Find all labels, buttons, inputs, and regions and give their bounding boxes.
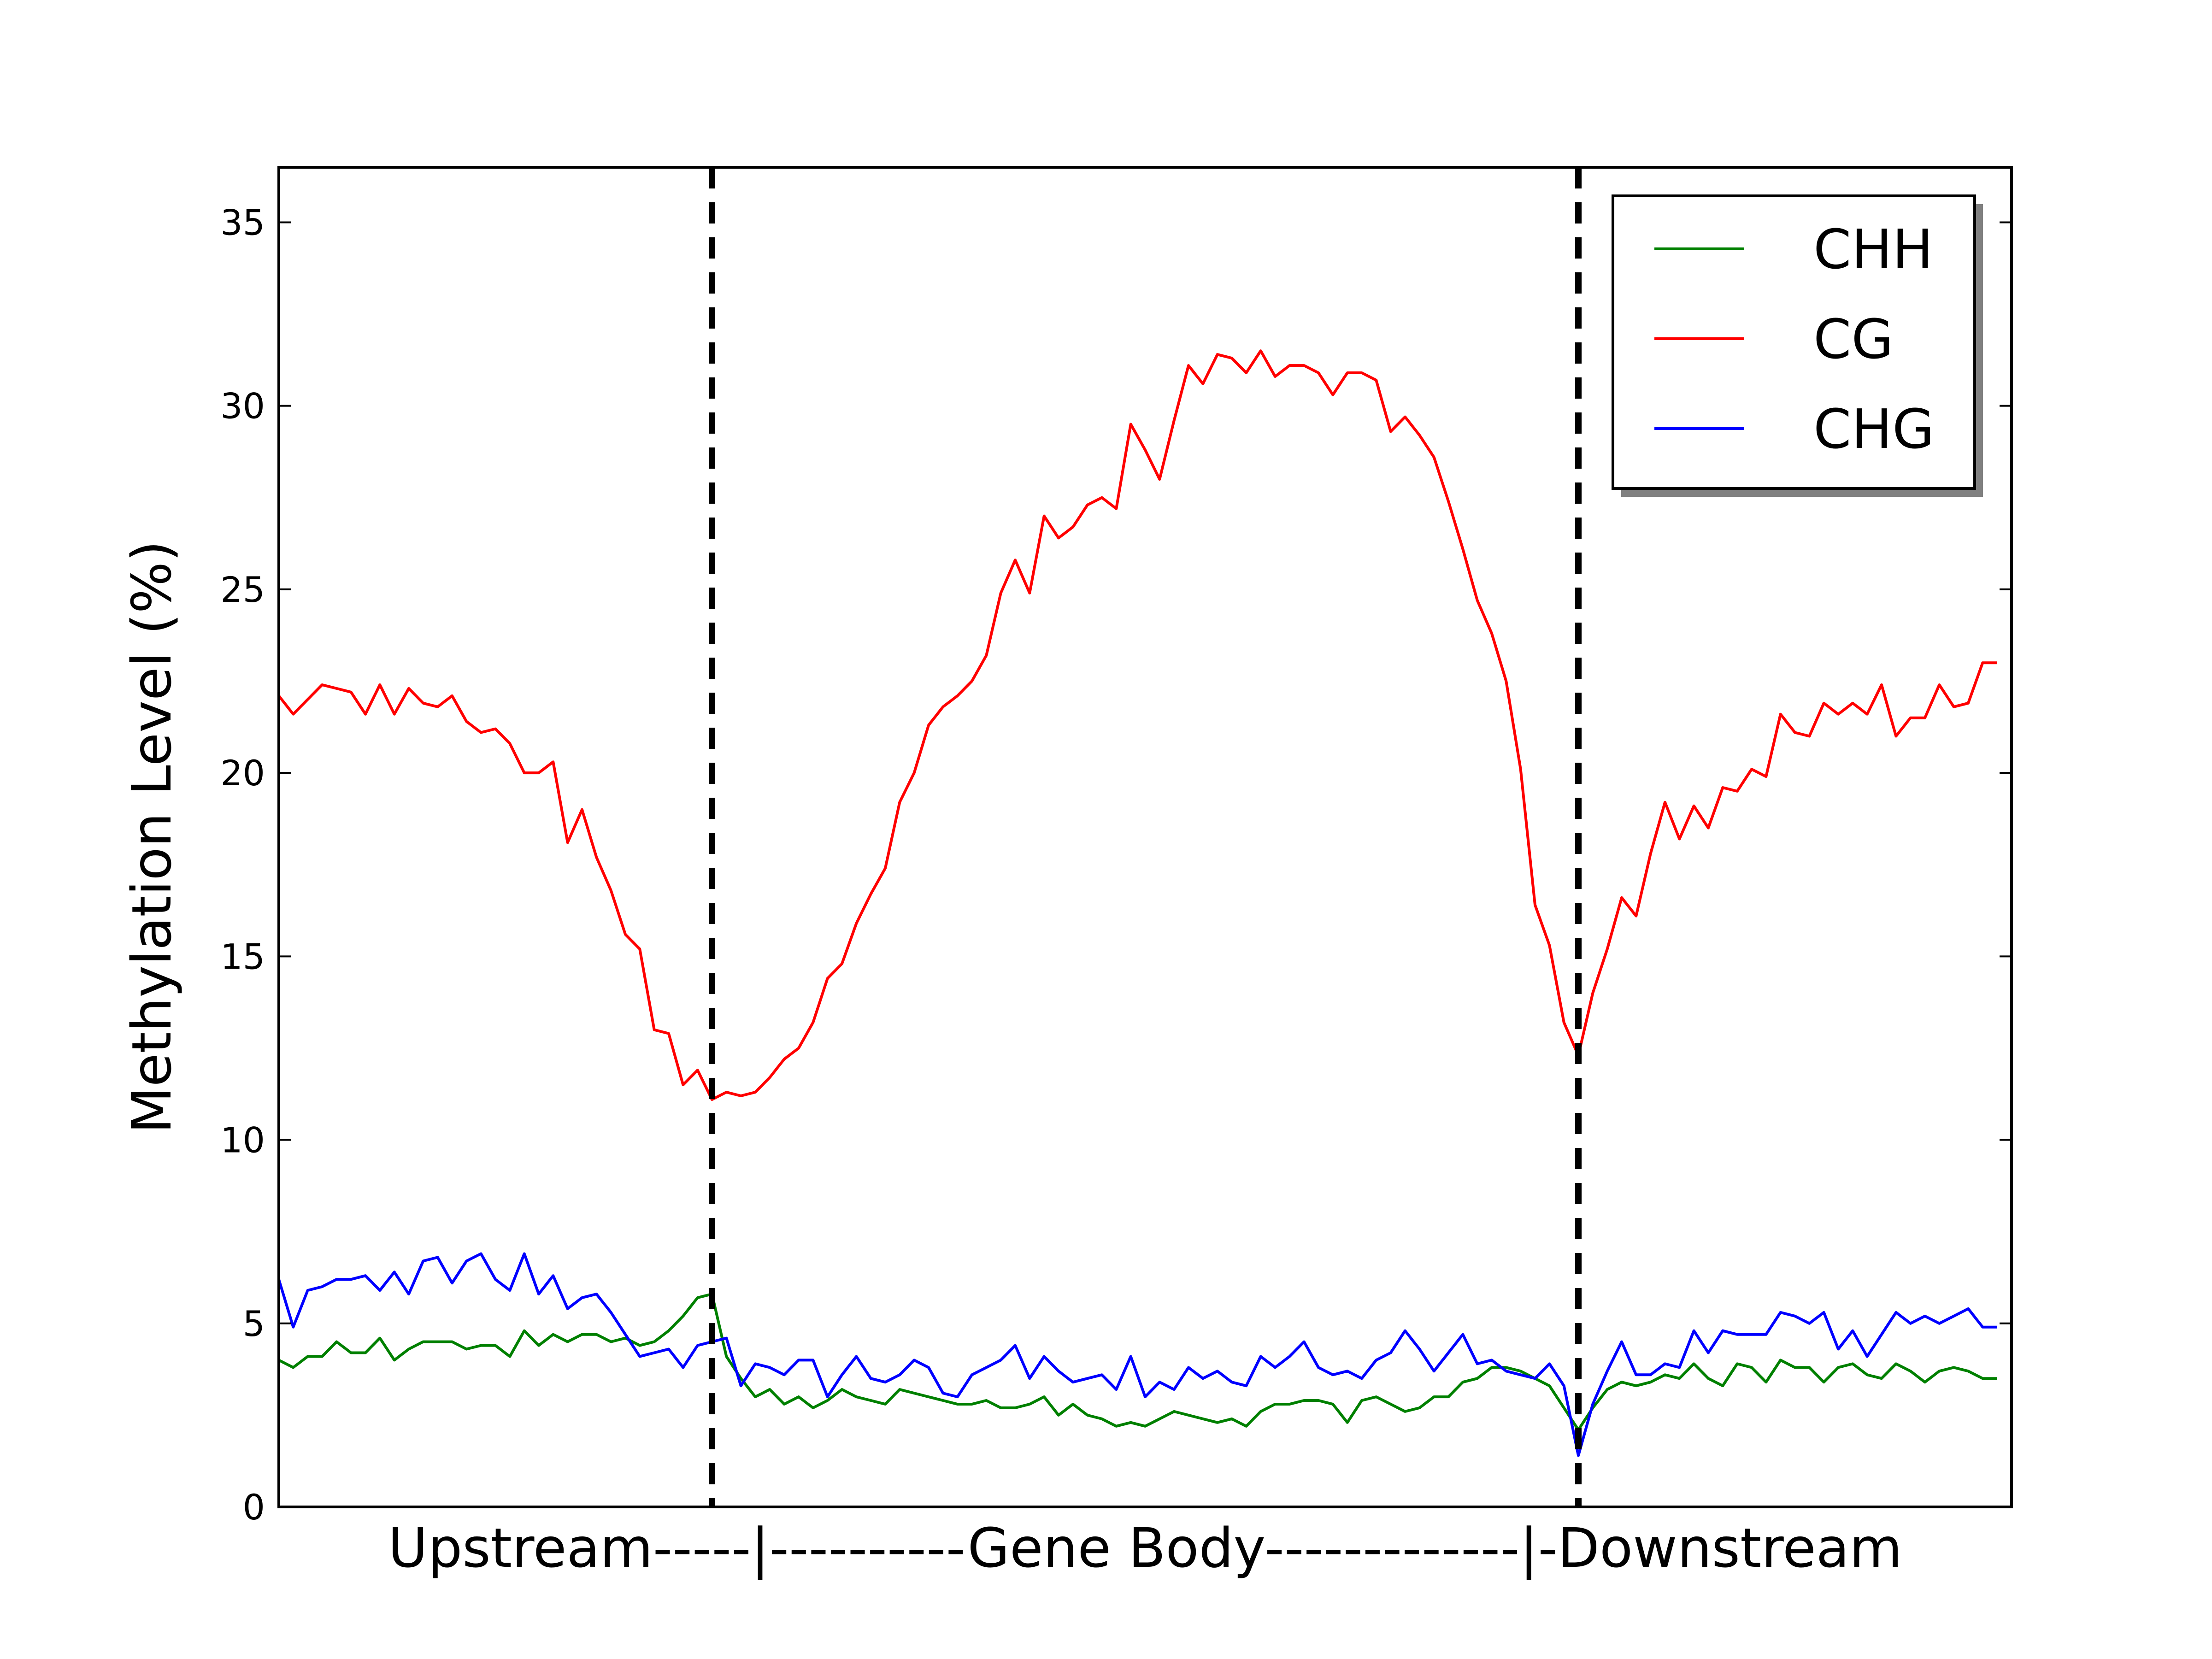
y-tick-label: 20 xyxy=(220,753,265,794)
plot-area-frame xyxy=(277,166,2013,1508)
y-tick-label: 0 xyxy=(243,1487,265,1528)
legend-label-cg: CG xyxy=(1813,307,1894,371)
y-tick-label: 35 xyxy=(220,202,265,243)
y-tick-label: 5 xyxy=(243,1303,265,1344)
series-line-cg xyxy=(277,349,1997,1101)
legend-label-chh: CHH xyxy=(1813,218,1933,281)
region-boundaries xyxy=(709,167,1582,1507)
series-lines xyxy=(277,349,1997,1457)
y-axis-ticks: 0 5 10 15 20 25 30 35 xyxy=(220,202,2012,1528)
y-tick-label: 25 xyxy=(220,569,265,610)
legend: CHH CG CHG xyxy=(1612,194,1983,497)
y-axis-label: Methylation Level (%) xyxy=(120,541,183,1134)
series-line-chh xyxy=(278,1293,1997,1431)
x-axis-label: Upstream-----|----------Gene Body-------… xyxy=(388,1516,1902,1580)
y-tick-label: 30 xyxy=(220,386,265,427)
series-line-chg xyxy=(277,1252,1997,1457)
y-tick-label: 15 xyxy=(220,936,265,977)
legend-box xyxy=(1612,194,1976,490)
y-tick-label: 10 xyxy=(220,1120,265,1161)
legend-label-chg: CHG xyxy=(1813,397,1935,461)
